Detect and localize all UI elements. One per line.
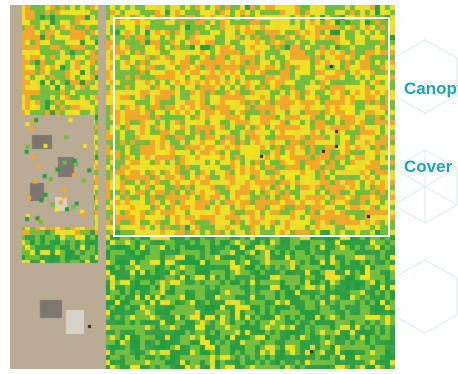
selection-rectangle[interactable] [113,17,390,237]
hexagon-pattern-decoration [395,39,458,334]
canopy-map[interactable] [10,5,395,369]
panel-title-line-2: Cover [404,157,453,176]
canopy-heatmap-image [10,5,395,369]
panel-title: Canopy Cover [404,24,458,206]
side-panel [395,0,458,374]
panel-title-line-1: Canopy [404,79,458,98]
